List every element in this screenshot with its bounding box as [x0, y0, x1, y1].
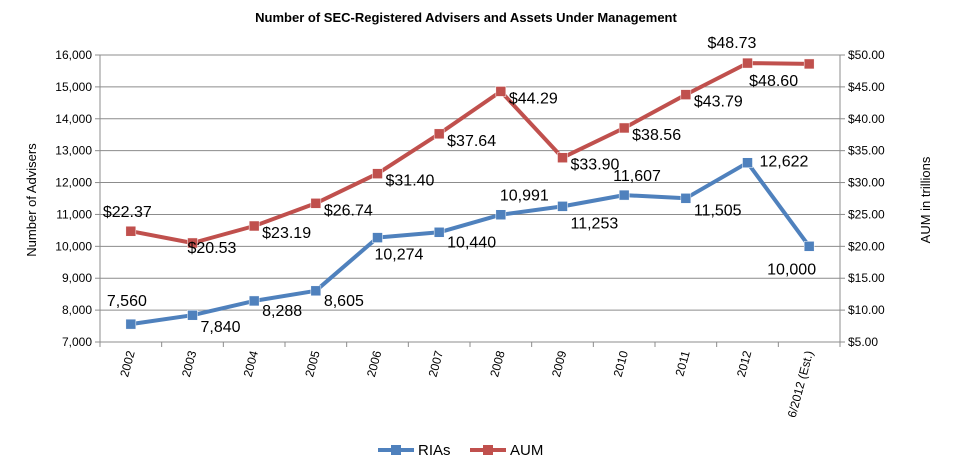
right-tick-label: $15.00 — [848, 271, 885, 285]
left-tick-label: 15,000 — [55, 80, 92, 94]
aum-data-point — [680, 89, 692, 100]
rias-data-point — [557, 201, 568, 212]
left-tick-label: 11,000 — [56, 207, 92, 221]
rias-data-point — [680, 193, 692, 204]
right-tick-label: $50.00 — [848, 48, 885, 62]
x-tick-label: 6/2012 (Est.) — [785, 349, 816, 419]
left-tick-label: 12,000 — [55, 176, 92, 190]
aum-data-point — [803, 58, 815, 70]
right-tick-label: $10.00 — [848, 303, 885, 317]
left-axis-ticks: 7,000 8,000 9,000 10,000 11,000 12,000 13,000 1… — [55, 48, 92, 349]
rias-series-line — [130, 160, 811, 327]
rias-data-point — [803, 241, 815, 252]
x-tick-label: 2007 — [426, 349, 447, 379]
rias-data-label: 10,440 — [447, 234, 496, 251]
series-group: $22.37 $20.53 $23.19 $26.74 $31.40 $37.64 $44.… — [103, 35, 816, 336]
rias-data-label: 10,274 — [375, 247, 424, 264]
right-tick-label: $45.00 — [848, 80, 885, 94]
rias-data-label: 11,607 — [613, 168, 661, 185]
rias-data-label: 11,505 — [694, 202, 742, 219]
aum-data-point — [187, 237, 198, 249]
left-axis-label: Number of Advisers — [24, 143, 39, 257]
rias-data-point — [495, 209, 507, 220]
gridlines — [95, 54, 845, 343]
right-tick-label: $30.00 — [848, 176, 885, 190]
aum-data-label: $26.74 — [324, 202, 373, 219]
rias-data-point — [618, 189, 630, 201]
legend-label-aum: AUM — [510, 442, 543, 459]
rias-data-point — [372, 232, 383, 243]
left-tick-label: 9,000 — [62, 271, 92, 285]
right-axis-ticks: $5.00 $10.00 $15.00 $20.00 $25.00 $30.00 $35.0… — [848, 48, 885, 349]
rias-data-point — [125, 318, 137, 330]
rias-data-label: 7,840 — [201, 319, 241, 336]
aum-data-label: $23.19 — [262, 225, 311, 242]
aum-data-label: $44.29 — [509, 90, 558, 107]
aum-data-label: $31.40 — [386, 173, 435, 190]
left-tick-label: 8,000 — [62, 303, 92, 317]
x-tick-label: 2005 — [302, 349, 323, 379]
x-tick-label: 2004 — [241, 349, 262, 379]
rias-data-point — [742, 157, 753, 168]
aum-data-label: $48.73 — [708, 35, 757, 52]
rias-data-point — [310, 285, 322, 297]
aum-data-point — [495, 86, 507, 97]
rias-data-label: 10,000 — [767, 261, 816, 278]
right-tick-label: $25.00 — [848, 207, 885, 221]
rias-data-point — [433, 227, 445, 238]
right-axis-label: AUM in trillions — [918, 156, 933, 243]
legend-label-rias: RIAs — [418, 442, 451, 459]
legend-marker-aum — [483, 445, 493, 455]
rias-data-label: 8,605 — [324, 293, 364, 310]
rias-data-label: 12,622 — [760, 154, 809, 171]
left-tick-label: 14,000 — [55, 112, 92, 126]
aum-data-label: $38.56 — [632, 127, 681, 144]
aum-data-label: $43.79 — [694, 94, 743, 111]
rias-data-label: 10,991 — [500, 188, 549, 205]
aum-data-point — [433, 128, 445, 140]
x-tick-label: 2003 — [179, 349, 200, 379]
rias-data-point — [187, 309, 198, 321]
left-tick-label: 7,000 — [62, 335, 92, 349]
legend-marker-rias — [391, 445, 401, 455]
aum-data-point — [557, 152, 568, 163]
x-tick-label: 2011 — [673, 349, 693, 378]
aum-data-label: $48.60 — [749, 73, 798, 90]
aum-data-label: $20.53 — [188, 240, 237, 257]
rias-data-label: 11,253 — [571, 215, 619, 232]
x-tick-label: 2009 — [549, 349, 570, 379]
aum-data-label: $37.64 — [447, 133, 496, 150]
aum-data-label: $33.90 — [571, 157, 620, 174]
left-tick-label: 16,000 — [55, 48, 92, 62]
rias-data-point — [248, 295, 260, 307]
aum-data-point — [742, 57, 753, 69]
x-tick-label: 2012 — [734, 349, 755, 379]
right-tick-label: $35.00 — [848, 144, 885, 158]
legend: RIAs AUM — [378, 442, 543, 459]
aum-data-point — [310, 198, 322, 209]
rias-data-label: 7,560 — [107, 293, 147, 310]
aum-data-label: $22.37 — [103, 204, 152, 221]
aum-series-line — [130, 61, 810, 245]
left-tick-label: 10,000 — [55, 239, 92, 253]
right-tick-label: $20.00 — [848, 239, 885, 253]
aum-data-point — [248, 220, 260, 232]
aum-data-point — [125, 225, 137, 237]
x-tick-label: 2002 — [117, 349, 138, 379]
right-tick-label: $40.00 — [848, 112, 885, 126]
x-tick-label: 2008 — [487, 349, 508, 379]
chart-title: Number of SEC-Registered Advisers and As… — [255, 10, 677, 25]
x-tick-label: 2006 — [364, 349, 385, 379]
aum-data-point — [372, 168, 383, 179]
aum-data-point — [618, 122, 630, 134]
left-tick-label: 13,000 — [55, 144, 92, 158]
rias-data-label: 8,288 — [262, 303, 302, 320]
x-tick-label: 2010 — [611, 349, 632, 379]
right-tick-label: $5.00 — [848, 335, 878, 349]
